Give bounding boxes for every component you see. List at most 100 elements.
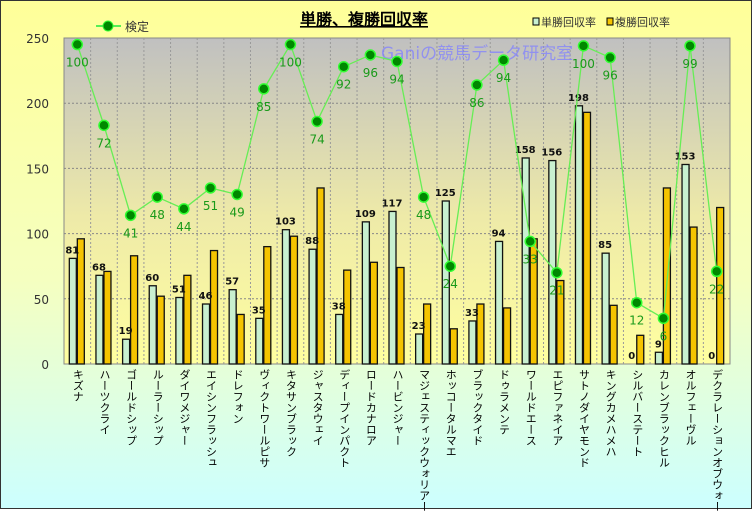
bar-fukusho	[502, 307, 512, 365]
x-tick-label: ヴィクトワールピサ	[257, 369, 271, 468]
line-point	[284, 38, 297, 51]
bar-tansho	[255, 317, 264, 365]
bar-label-tansho: 51	[172, 284, 186, 295]
bar-fukusho	[422, 303, 432, 365]
bar-tansho	[281, 229, 291, 365]
line-point	[417, 191, 430, 203]
line-point	[178, 203, 190, 215]
x-tick-label: ブラックタイド	[470, 369, 484, 446]
bar-tansho	[521, 157, 530, 365]
bar-label-tansho: 88	[305, 236, 319, 247]
bar-label-tansho: 60	[145, 273, 159, 284]
bar-label-tansho: 46	[199, 291, 213, 302]
x-tick-label: ダイワメジャー	[177, 369, 191, 446]
line-point	[471, 79, 483, 91]
bar-label-tansho: 38	[332, 301, 346, 312]
bar-fukusho	[449, 328, 458, 365]
x-tick-label: サトノダイヤモンド	[577, 369, 591, 468]
bar-tansho	[494, 240, 504, 365]
line-point-label: 22	[709, 282, 724, 296]
bar-fukusho	[316, 187, 325, 365]
bar-label-tansho: 109	[355, 209, 376, 220]
bar-tansho	[95, 274, 104, 365]
line-point-label: 72	[96, 136, 111, 150]
line-point	[444, 260, 457, 272]
x-tick-label: カレンブラックヒル	[657, 369, 671, 468]
line-point-label: 85	[256, 100, 271, 114]
bar-tansho	[175, 296, 184, 365]
line-point-label: 100	[572, 57, 595, 71]
y-tick-label: 50	[34, 293, 49, 307]
legend-line: 検定	[96, 19, 149, 34]
bar-tansho	[361, 221, 371, 365]
bar-tansho	[548, 159, 557, 365]
chart-title: 単勝、複勝回収率	[300, 10, 428, 29]
line-point	[604, 51, 616, 64]
line-point-label: 100	[66, 56, 89, 70]
legend-swatch-tansho	[532, 17, 540, 26]
y-tick-label: 200	[26, 97, 49, 111]
legend-label-tansho: 単勝回収率	[541, 15, 596, 29]
x-tick-label: キングカメハメハ	[604, 369, 618, 457]
line-point-label: 41	[123, 226, 138, 240]
bar-tansho	[468, 320, 477, 365]
bar-label-tansho: 103	[275, 217, 296, 228]
y-tick-label: 100	[26, 228, 49, 242]
line-point	[364, 49, 377, 61]
line-point-label: 33	[523, 252, 538, 266]
bar-tansho	[121, 338, 131, 365]
line-point	[657, 312, 670, 325]
bar-tansho	[68, 257, 77, 365]
legend-bars: 単勝回収率 複勝回収率	[532, 15, 670, 29]
y-tick-label: 0	[41, 358, 49, 372]
line-point	[710, 265, 723, 278]
line-point	[391, 55, 403, 68]
bar-label-tansho: 158	[515, 145, 536, 156]
x-tick-label: エピファネイア	[550, 369, 564, 446]
bar-tansho	[601, 252, 610, 365]
line-point	[631, 296, 643, 309]
line-point	[204, 182, 217, 194]
line-point	[311, 115, 323, 128]
x-tick-label: ルーラーシップ	[151, 369, 165, 446]
bar-tansho	[228, 289, 237, 365]
bar-fukusho	[289, 235, 299, 365]
line-point-label: 92	[336, 78, 351, 92]
line-point-label: 21	[549, 284, 564, 298]
line-point	[551, 266, 563, 279]
bar-tansho	[335, 313, 344, 365]
x-tick-label: オルフェーヴル	[684, 369, 698, 446]
line-point	[577, 40, 590, 52]
bar-label-tansho: 9	[655, 339, 662, 350]
bar-fukusho	[263, 245, 272, 365]
bar-fukusho	[209, 249, 219, 365]
line-point	[258, 83, 270, 95]
bar-label-tansho: 0	[708, 351, 715, 362]
line-point-label: 24	[443, 277, 458, 291]
bar-label-tansho: 33	[465, 308, 479, 319]
line-point-label: 96	[602, 69, 617, 83]
bar-fukusho	[476, 303, 485, 365]
line-point	[524, 235, 536, 248]
bar-fukusho	[689, 226, 698, 365]
legend-swatch-fukusho	[606, 17, 614, 26]
line-point-label: 94	[389, 72, 404, 86]
line-point	[151, 191, 163, 203]
line-point-label: 96	[363, 66, 378, 80]
line-point-label: 86	[469, 96, 484, 110]
x-tick-label: シルバーステート	[630, 369, 644, 457]
bar-label-tansho: 35	[252, 305, 266, 316]
bar-label-tansho: 198	[568, 93, 589, 104]
line-point-label: 49	[230, 205, 245, 219]
bar-fukusho	[236, 313, 245, 365]
bar-fukusho	[156, 295, 165, 365]
line-point	[684, 40, 696, 52]
bar-fukusho	[129, 255, 139, 365]
x-tick-label: キタサンブラック	[284, 369, 298, 457]
line-point-label: 48	[416, 208, 431, 222]
line-point-label: 6	[660, 329, 668, 343]
line-point-label: 48	[150, 208, 165, 222]
bar-tansho	[654, 351, 664, 365]
line-point-label: 51	[203, 199, 218, 213]
